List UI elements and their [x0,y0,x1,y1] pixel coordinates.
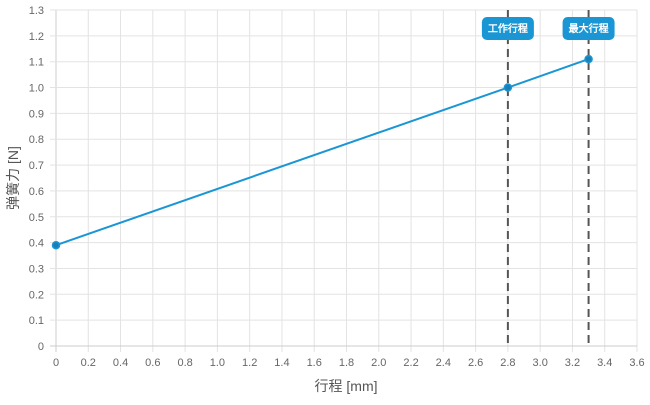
x-tick-label: 0.4 [113,357,128,369]
y-tick-label: 0.7 [29,160,44,172]
series [51,54,593,250]
y-tick-label: 0.1 [29,315,44,327]
y-tick-label: 1.3 [29,5,44,17]
annotations: 工作行程 最大行程 [481,10,615,346]
x-tick-label: 0 [53,357,59,369]
grid [50,9,638,352]
annotation-label: 工作行程 [488,22,528,35]
x-tick-label: 2.8 [500,357,515,369]
y-tick-label: 0.6 [29,186,44,198]
y-axis-title: 弹簧力 [N] [5,146,21,210]
x-tick-labels: 0 0.2 0.4 0.6 0.8 1.0 1.2 1.4 1.6 1.8 2.0 2.2 2.4 2.6… [53,357,645,369]
y-tick-label: 0.9 [29,108,44,120]
y-tick-label: 0 [38,341,44,353]
y-tick-label: 0.5 [29,212,44,224]
x-tick-label: 1.2 [242,357,257,369]
x-tick-label: 3.2 [565,357,580,369]
y-tick-label: 1.2 [29,31,44,43]
data-point [51,240,61,250]
x-tick-label: 1.4 [274,357,289,369]
x-tick-label: 2.6 [468,357,483,369]
x-tick-label: 0.2 [81,357,96,369]
data-point [503,83,513,92]
x-tick-label: 3.4 [597,357,612,369]
x-tick-label: 1.6 [307,357,322,369]
x-tick-label: 2.0 [371,357,386,369]
annotation-label: 最大行程 [569,22,609,35]
y-tick-label: 0.8 [29,134,44,146]
y-tick-label: 0.4 [29,238,44,250]
x-tick-label: 1.0 [210,357,225,369]
y-tick-label: 0.2 [29,289,44,301]
x-tick-label: 2.4 [436,357,451,369]
annotation-badge [562,17,615,40]
x-tick-label: 2.2 [403,357,418,369]
y-tick-label: 1.0 [29,83,44,95]
x-tick-label: 0.8 [177,357,192,369]
x-tick-label: 0.6 [145,357,160,369]
x-axis-title: 行程 [mm] [315,378,378,394]
y-tick-label: 1.1 [29,57,44,69]
x-tick-label: 3.6 [629,357,644,369]
data-point [584,54,593,64]
y-tick-labels: 0 0.1 0.2 0.3 0.4 0.5 0.6 0.7 0.8 0.9 1.0 1.1 1.2 1.3 [29,5,44,353]
x-tick-label: 1.8 [339,357,354,369]
y-tick-label: 0.3 [29,263,44,275]
annotation-badge [481,17,534,40]
x-tick-label: 3.0 [533,357,548,369]
